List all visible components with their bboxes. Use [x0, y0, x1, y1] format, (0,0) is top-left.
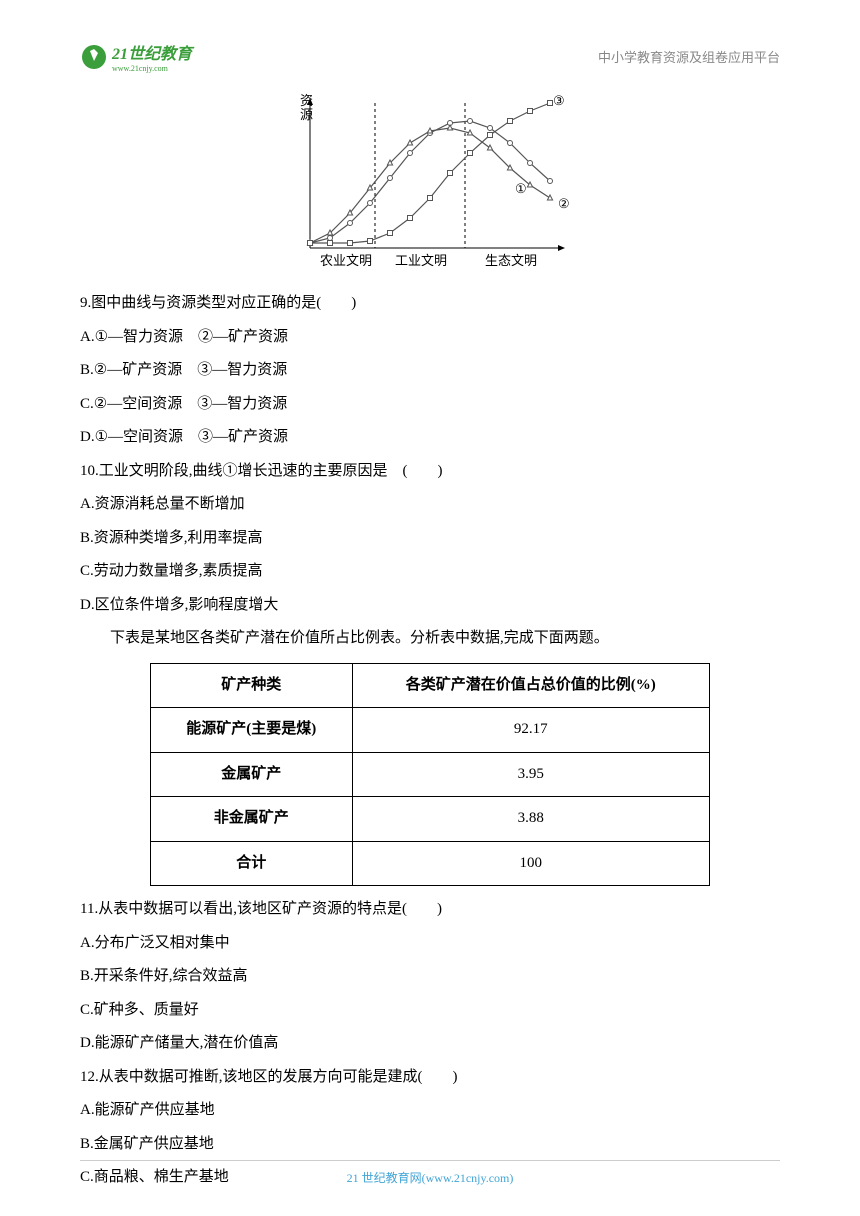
table-cell: 能源矿产(主要是煤) — [151, 708, 353, 753]
q9-option-c: C.②—空间资源 ③—智力资源 — [80, 389, 780, 421]
logo-text: 21世纪教育 www.21cnjy.com — [112, 40, 192, 73]
logo-url: www.21cnjy.com — [112, 64, 192, 73]
table-header: 矿产种类 — [151, 663, 353, 708]
table-cell: 非金属矿产 — [151, 797, 353, 842]
q10-option-c: C.劳动力数量增多,素质提高 — [80, 556, 780, 588]
q11-option-a: A.分布广泛又相对集中 — [80, 928, 780, 960]
q11-option-d: D.能源矿产储量大,潜在价值高 — [80, 1028, 780, 1060]
content: 9.图中曲线与资源类型对应正确的是( ) A.①—智力资源 ②—矿产资源 B.②… — [80, 288, 780, 1194]
table-intro: 下表是某地区各类矿产潜在价值所占比例表。分析表中数据,完成下面两题。 — [80, 623, 780, 655]
question-11: 11.从表中数据可以看出,该地区矿产资源的特点是( ) — [80, 894, 780, 926]
table-cell: 92.17 — [352, 708, 710, 753]
q9-option-d: D.①—空间资源 ③—矿产资源 — [80, 422, 780, 454]
svg-text:③: ③ — [553, 93, 565, 108]
table-cell: 3.95 — [352, 752, 710, 797]
chart-container: 资源农业文明工业文明生态文明①②③ — [80, 93, 780, 273]
table-row: 金属矿产 3.95 — [151, 752, 710, 797]
table-row: 非金属矿产 3.88 — [151, 797, 710, 842]
question-12: 12.从表中数据可推断,该地区的发展方向可能是建成( ) — [80, 1062, 780, 1094]
svg-text:农业文明: 农业文明 — [320, 253, 372, 268]
table-cell: 3.88 — [352, 797, 710, 842]
svg-text:①: ① — [515, 181, 527, 196]
resource-chart: 资源农业文明工业文明生态文明①②③ — [290, 93, 570, 273]
svg-text:②: ② — [558, 196, 570, 211]
table-cell: 金属矿产 — [151, 752, 353, 797]
q11-option-c: C.矿种多、质量好 — [80, 995, 780, 1027]
logo-main: 21世纪教育 — [112, 40, 192, 64]
q10-option-a: A.资源消耗总量不断增加 — [80, 489, 780, 521]
logo: 21世纪教育 www.21cnjy.com — [80, 40, 192, 73]
table-header: 各类矿产潜在价值占总价值的比例(%) — [352, 663, 710, 708]
q10-option-b: B.资源种类增多,利用率提高 — [80, 523, 780, 555]
table-row: 合计 100 — [151, 841, 710, 886]
svg-text:工业文明: 工业文明 — [395, 253, 447, 268]
table-row: 能源矿产(主要是煤) 92.17 — [151, 708, 710, 753]
page-header: 21世纪教育 www.21cnjy.com 中小学教育资源及组卷应用平台 — [80, 40, 780, 73]
table-header-row: 矿产种类 各类矿产潜在价值占总价值的比例(%) — [151, 663, 710, 708]
q12-option-a: A.能源矿产供应基地 — [80, 1095, 780, 1127]
q9-option-a: A.①—智力资源 ②—矿产资源 — [80, 322, 780, 354]
q9-option-b: B.②—矿产资源 ③—智力资源 — [80, 355, 780, 387]
q12-option-b: B.金属矿产供应基地 — [80, 1129, 780, 1161]
footer: 21 世纪教育网(www.21cnjy.com) — [80, 1160, 780, 1186]
table-cell: 合计 — [151, 841, 353, 886]
mineral-table: 矿产种类 各类矿产潜在价值占总价值的比例(%) 能源矿产(主要是煤) 92.17… — [150, 663, 710, 887]
header-right-text: 中小学教育资源及组卷应用平台 — [598, 47, 780, 66]
svg-text:源: 源 — [300, 107, 313, 122]
logo-icon — [80, 43, 108, 71]
table-cell: 100 — [352, 841, 710, 886]
question-9: 9.图中曲线与资源类型对应正确的是( ) — [80, 288, 780, 320]
svg-text:生态文明: 生态文明 — [485, 253, 537, 268]
q10-option-d: D.区位条件增多,影响程度增大 — [80, 590, 780, 622]
q11-option-b: B.开采条件好,综合效益高 — [80, 961, 780, 993]
question-10: 10.工业文明阶段,曲线①增长迅速的主要原因是 ( ) — [80, 456, 780, 488]
